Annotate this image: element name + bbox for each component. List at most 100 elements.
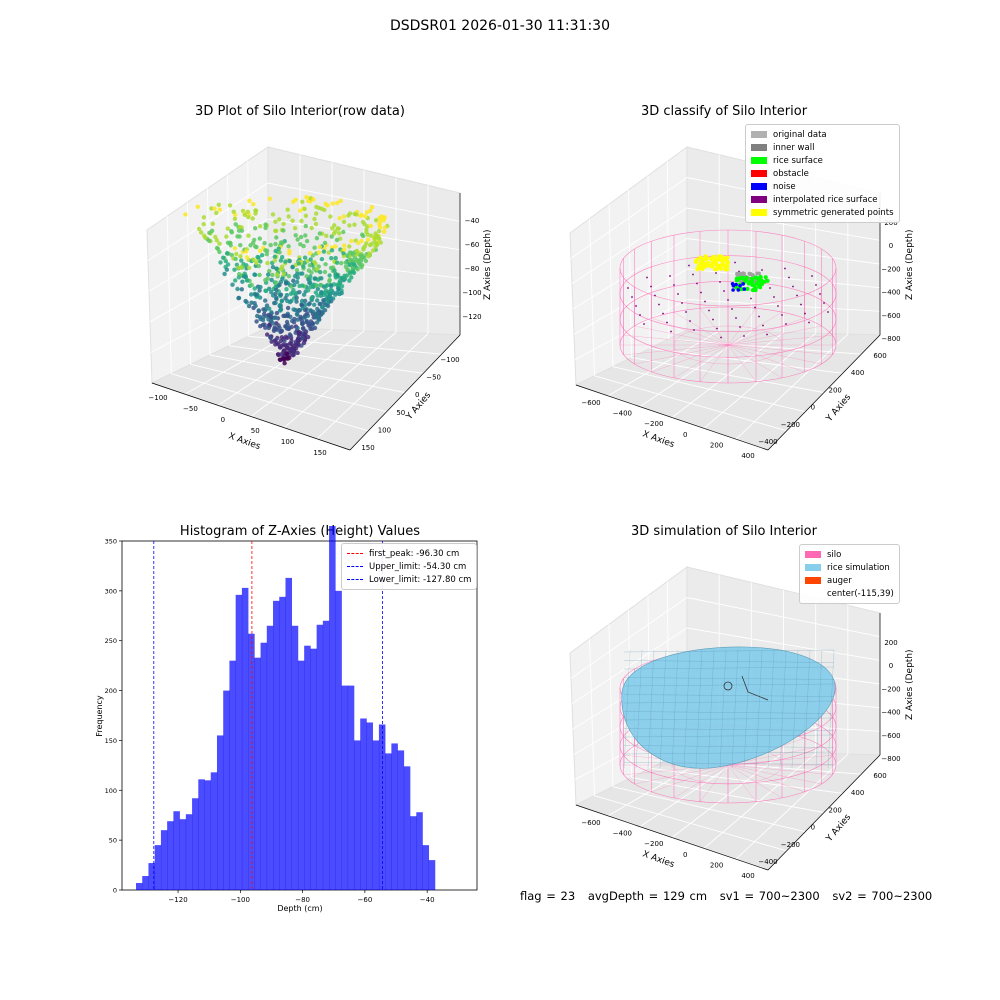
raw-data-point <box>228 243 233 248</box>
raw-data-point <box>361 255 367 260</box>
raw-data-point <box>236 275 242 280</box>
raw-data-point <box>329 299 334 304</box>
grid-line <box>150 290 269 353</box>
avg-depth-value: avgDepth = 129 cm <box>587 889 708 903</box>
raw-data-point <box>274 266 279 271</box>
raw-data-point <box>240 208 246 214</box>
sim-box-z-tick: 200 <box>884 639 897 647</box>
raw-data-point <box>329 248 335 253</box>
noise-point <box>738 284 742 288</box>
raw-data-point <box>354 248 359 254</box>
raw-data-point <box>278 338 283 344</box>
raw-data-point <box>302 331 307 337</box>
raw-data-point <box>279 328 285 334</box>
raw-data-point <box>341 214 347 219</box>
raw-data-point <box>304 307 309 312</box>
sim-box-x-tick: 0 <box>683 851 687 859</box>
legend-label: Lower_limit: -127.80 cm <box>369 574 472 585</box>
raw-data-point <box>229 252 234 258</box>
grid-line <box>217 329 333 406</box>
raw-data-point <box>243 273 248 278</box>
raw-data-point <box>282 353 287 358</box>
raw-data-point <box>337 291 342 297</box>
raw-data-point <box>341 251 346 256</box>
raw-data-point <box>347 250 353 255</box>
axis-line <box>575 384 769 451</box>
raw-data-point <box>333 244 338 249</box>
grid-line <box>574 299 688 361</box>
raw-data-point <box>287 348 292 353</box>
raw-data-point <box>318 290 324 296</box>
noise-point <box>730 282 735 286</box>
symmetric-point <box>725 260 730 264</box>
histogram-bar <box>297 660 305 890</box>
rice-mesh-line <box>707 649 715 769</box>
rice-surface-point <box>735 285 740 290</box>
raw-data-point <box>382 225 388 230</box>
raw-data-point <box>373 234 378 239</box>
noise-point <box>736 288 741 292</box>
interpolated-point <box>688 264 690 267</box>
raw-data-point <box>295 325 300 331</box>
simulation-silo-spoke <box>699 728 729 766</box>
histogram-bar <box>372 740 380 890</box>
interpolated-point <box>643 323 645 325</box>
raw-data-point <box>301 292 307 297</box>
raw-data-point <box>309 296 314 301</box>
grid-line <box>147 182 269 261</box>
rice-surface-point <box>738 276 743 281</box>
histogram-bar <box>235 594 243 890</box>
inner-wall-point <box>756 278 761 283</box>
inner-wall-point <box>742 279 747 284</box>
raw-data-point <box>249 292 254 297</box>
classify-silo-spoke <box>727 344 757 382</box>
raw-data-point <box>236 228 242 233</box>
x-tick-label: −100 <box>231 896 250 904</box>
cls-box-y-tick: −200 <box>781 421 800 429</box>
simulation-silo-spoke <box>727 755 833 766</box>
raw-data-point <box>267 196 273 201</box>
histogram-bar <box>210 772 218 890</box>
interpolated-point <box>670 330 672 333</box>
raw-data-point <box>308 280 313 286</box>
raw-data-point <box>268 315 274 320</box>
raw-data-point <box>263 280 269 285</box>
raw-data-point <box>336 287 341 292</box>
interpolated-point <box>627 287 629 289</box>
classify-silo-spoke <box>727 325 822 346</box>
raw-data-point <box>273 285 279 290</box>
sim-box-x-tick: −400 <box>613 830 632 838</box>
rice-surface-point <box>740 287 745 292</box>
raw-data-point <box>290 345 295 350</box>
inner-wall-point <box>748 272 753 277</box>
raw-data-point <box>310 321 315 326</box>
simulation-silo-spoke <box>727 764 822 785</box>
raw-data-point <box>313 290 319 295</box>
raw-data-point <box>255 313 260 319</box>
symmetric-point <box>711 256 716 261</box>
rice-mesh-line <box>779 649 787 769</box>
raw-data-point <box>356 240 361 246</box>
grid-line <box>571 627 688 705</box>
raw-data-point <box>283 313 288 319</box>
raw-data-point <box>232 246 238 251</box>
inner-wall-point <box>737 278 742 283</box>
symmetric-point <box>705 262 710 267</box>
interpolated-point <box>743 335 745 337</box>
raw-data-point <box>339 290 344 296</box>
classify-silo-spoke <box>673 344 729 379</box>
grid-line <box>649 347 843 374</box>
raw-data-point <box>326 290 331 295</box>
histogram-y-axis-label: Frequency <box>95 695 104 737</box>
raw-data-point <box>326 250 331 255</box>
raw-data-point <box>379 214 384 219</box>
raw-data-point <box>296 332 301 337</box>
grid-line <box>612 786 806 833</box>
grid-line <box>686 268 881 289</box>
raw-data-point <box>283 296 288 301</box>
raw-data-point <box>262 308 268 313</box>
grid-line <box>686 719 881 732</box>
raw-data-point <box>376 236 381 241</box>
rice-mesh-line <box>647 649 655 769</box>
raw-data-point <box>347 244 352 249</box>
